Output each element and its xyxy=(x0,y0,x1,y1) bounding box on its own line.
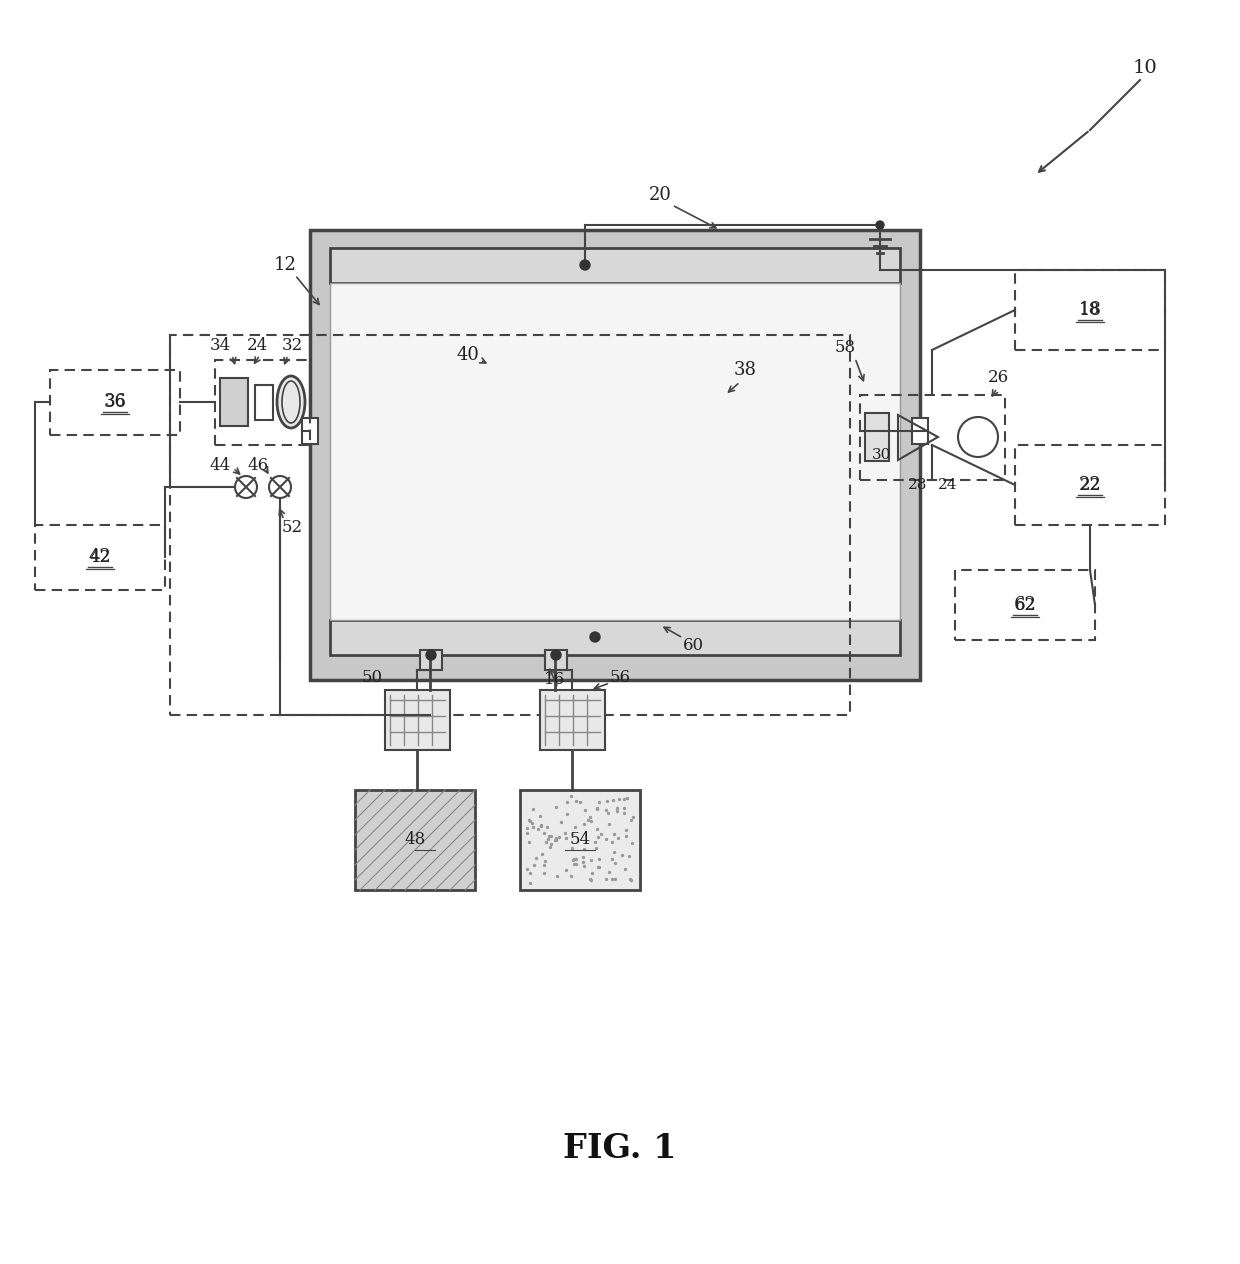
Bar xyxy=(330,283,900,621)
Text: 10: 10 xyxy=(1132,59,1157,77)
Circle shape xyxy=(875,221,884,229)
Bar xyxy=(546,650,567,670)
Text: 22: 22 xyxy=(1079,477,1101,493)
Text: 60: 60 xyxy=(682,637,703,653)
Circle shape xyxy=(590,632,600,642)
Bar xyxy=(420,650,441,670)
Bar xyxy=(170,335,849,715)
Text: 18: 18 xyxy=(1079,302,1101,319)
Bar xyxy=(35,525,165,590)
Text: 18: 18 xyxy=(1079,301,1101,319)
Text: 50: 50 xyxy=(361,670,383,686)
Text: 32: 32 xyxy=(281,336,303,354)
Ellipse shape xyxy=(277,375,305,428)
Bar xyxy=(384,690,450,750)
Text: 46: 46 xyxy=(248,456,269,474)
Text: FIG. 1: FIG. 1 xyxy=(563,1131,677,1164)
Bar xyxy=(303,418,317,444)
Text: 22: 22 xyxy=(1079,477,1101,494)
Text: 20: 20 xyxy=(649,186,671,204)
Bar xyxy=(539,690,605,750)
Bar xyxy=(310,230,920,680)
Text: 54: 54 xyxy=(569,832,590,848)
Text: 28: 28 xyxy=(909,478,928,492)
Text: 62: 62 xyxy=(1014,597,1035,613)
Bar xyxy=(330,248,900,283)
Text: 24: 24 xyxy=(939,478,957,492)
Bar xyxy=(861,394,1004,480)
Text: 44: 44 xyxy=(210,456,231,474)
Text: 52: 52 xyxy=(281,520,303,536)
Text: 36: 36 xyxy=(103,393,126,411)
Circle shape xyxy=(580,260,590,270)
Bar xyxy=(330,621,900,655)
Bar xyxy=(911,418,928,444)
Text: 40: 40 xyxy=(456,346,480,364)
Bar xyxy=(1016,270,1166,350)
Bar xyxy=(520,790,640,890)
Bar xyxy=(866,413,889,461)
Bar xyxy=(219,378,248,426)
Text: 30: 30 xyxy=(872,447,892,463)
Bar xyxy=(1016,445,1166,525)
Text: 48: 48 xyxy=(404,832,425,848)
Bar xyxy=(215,360,310,445)
Text: 42: 42 xyxy=(88,549,112,566)
Circle shape xyxy=(551,650,560,660)
Bar xyxy=(50,370,180,435)
Bar xyxy=(255,386,273,420)
Text: 56: 56 xyxy=(610,670,630,686)
Text: 16: 16 xyxy=(544,671,565,689)
Text: 26: 26 xyxy=(987,369,1008,387)
Text: 62: 62 xyxy=(1013,597,1037,614)
Text: 36: 36 xyxy=(104,393,125,411)
Text: 34: 34 xyxy=(210,336,231,354)
Bar xyxy=(955,570,1095,640)
Circle shape xyxy=(427,650,436,660)
Text: 12: 12 xyxy=(274,257,296,274)
Text: 42: 42 xyxy=(89,549,110,565)
Text: 38: 38 xyxy=(734,362,756,379)
Text: 24: 24 xyxy=(247,336,268,354)
Text: 58: 58 xyxy=(835,340,856,356)
Bar xyxy=(355,790,475,890)
